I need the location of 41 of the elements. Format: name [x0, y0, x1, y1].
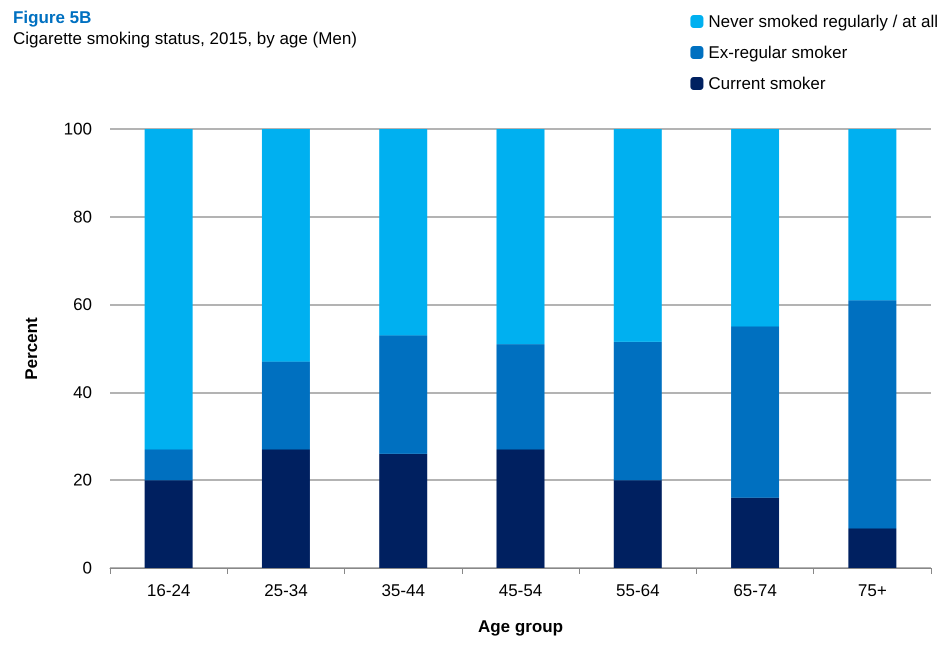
x-tick-label: 16-24 — [146, 581, 190, 600]
bar — [379, 454, 428, 568]
bar — [614, 129, 662, 342]
x-axis-title: Age group — [478, 617, 563, 636]
bar — [614, 342, 662, 480]
y-tick-label: 100 — [64, 120, 92, 138]
bar — [262, 129, 310, 362]
bar — [379, 129, 428, 336]
x-tick-label: 65-74 — [733, 581, 777, 600]
y-tick-label: 80 — [73, 207, 92, 226]
x-tick-label: 45-54 — [498, 581, 542, 600]
bar — [496, 449, 544, 568]
y-tick-label: 20 — [73, 470, 92, 490]
x-tick-label: 55-64 — [616, 581, 660, 600]
bar — [262, 362, 310, 450]
chart-subtitle: Cigarette smoking status, 2015, by age (Men) — [13, 29, 357, 48]
chart-title: Figure 5B — [13, 8, 92, 27]
bar — [848, 300, 896, 528]
x-tick-label: 75+ — [858, 581, 887, 600]
bar — [731, 129, 780, 327]
bar — [731, 498, 780, 568]
x-tick-label: 35-44 — [381, 581, 425, 600]
bar — [144, 449, 193, 480]
legend-label: Ex-regular smoker — [708, 43, 848, 62]
bar — [144, 480, 193, 568]
y-tick-label: 0 — [82, 558, 92, 578]
bar — [496, 129, 544, 344]
y-axis-title: Percent — [22, 316, 41, 380]
legend-label: Never smoked regularly / at all — [708, 12, 938, 31]
y-tick-label: 40 — [73, 382, 92, 402]
bar — [262, 449, 310, 568]
y-tick-label: 60 — [73, 295, 92, 314]
bar — [144, 129, 193, 450]
legend-label: Current smoker — [708, 74, 826, 93]
bar — [496, 344, 544, 450]
bar — [379, 335, 428, 454]
bar — [848, 528, 896, 568]
x-tick-label: 25-34 — [264, 581, 308, 600]
bar — [614, 480, 662, 568]
bar — [848, 129, 896, 300]
bar — [731, 326, 780, 498]
